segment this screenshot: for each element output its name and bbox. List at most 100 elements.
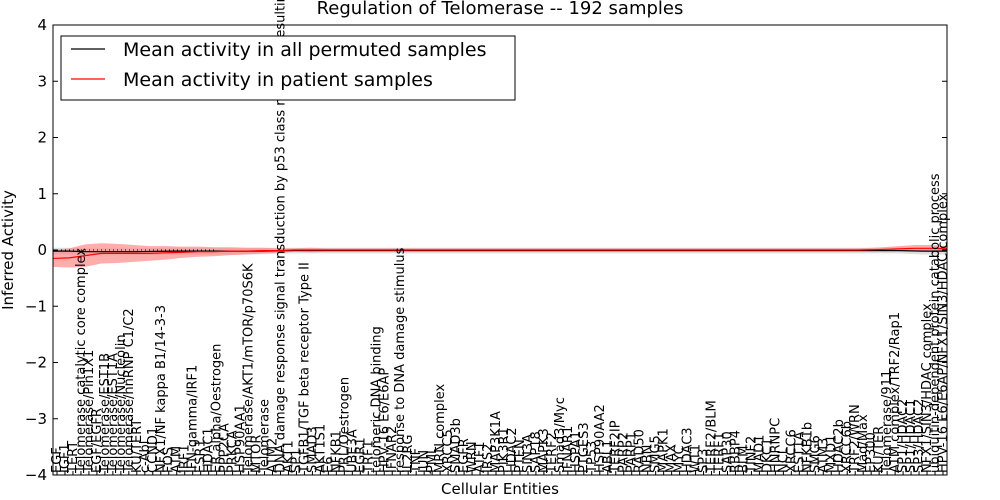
- y-tick-label: −2: [25, 354, 47, 372]
- x-category-label: c-Abl: [138, 441, 153, 473]
- x-category-label: TRF1: [361, 440, 376, 474]
- x-category-label: SP1/HDAC1: [904, 399, 919, 473]
- plot-area: [52, 243, 948, 268]
- x-category-label: SMG6: [808, 435, 823, 473]
- x-category-label: WT1: [689, 444, 704, 473]
- legend-label-patient: Mean activity in patient samples: [123, 69, 433, 91]
- x-category-label: MAPK3: [537, 428, 552, 473]
- x-category-label: XRCC6: [784, 429, 799, 473]
- x-category-label: PPP2CA: [218, 423, 233, 473]
- x-category-label: PRKCA: [226, 430, 241, 473]
- x-category-label: IFN-gamma/IRF1: [186, 365, 201, 473]
- y-axis: −4 −3 −2 −1 0 1 2 3 4: [25, 16, 947, 484]
- x-category-label: Smad3/Myc: [553, 397, 568, 473]
- x-axis-label: Cellular Entities: [441, 480, 559, 498]
- x-category-label: TERF2: [545, 432, 560, 474]
- x-category-label: EGR1: [353, 437, 368, 473]
- y-tick-label: −3: [25, 410, 47, 428]
- x-category-label: FOS: [162, 447, 177, 473]
- x-category-label: CCND1: [146, 427, 161, 473]
- x-category-label: SP3: [697, 449, 712, 473]
- x-category-label: NFKB1b: [800, 422, 815, 473]
- x-category-label: RBBP4: [729, 430, 744, 473]
- x-category-label: TERF2/BLM: [705, 400, 720, 474]
- y-tick-label: 0: [37, 241, 47, 259]
- x-category-label: Telomerase catalytic core complex: [74, 248, 89, 474]
- x-category-label: MAD1: [752, 435, 767, 473]
- x-category-label: HDAC2b: [832, 419, 847, 473]
- x-category-label: EP300: [864, 432, 879, 473]
- x-category-label: EGF: [50, 447, 65, 473]
- x-category-label: JUN: [417, 450, 432, 474]
- x-category-label: IRS2: [481, 444, 496, 473]
- x-category-label: SAP18: [529, 431, 544, 473]
- x-category-label: IRF1: [178, 444, 193, 473]
- x-category-label: TGFB1/TGF beta receptor Type II: [297, 262, 312, 474]
- x-category-label: Telomerase/AKT1/mTOR/p70S6K: [242, 263, 257, 474]
- x-category-label: PARP1: [625, 432, 640, 473]
- x-category-label: XRCC5: [441, 429, 456, 473]
- x-category-label: HPV-16 E6/E6AP: [377, 368, 392, 473]
- x-category-label: MAPK1: [657, 428, 672, 473]
- chart-title: Regulation of Telomerase -- 192 samples: [317, 0, 684, 19]
- x-category-label: ESR1: [194, 439, 209, 473]
- x-category-label: SP3/HDAC2: [912, 399, 927, 473]
- x-category-label: RAD50: [633, 429, 648, 473]
- x-category-label: HSPA1: [569, 431, 584, 473]
- x-category-label: NFX1/NF kappa B1/14-3-3: [154, 305, 169, 473]
- x-category-label: IGF1: [58, 443, 73, 473]
- x-category-label: ABL1: [601, 440, 616, 473]
- x-category-label: Telomerase/911: [880, 370, 895, 474]
- x-category-label: SIN3A: [521, 434, 536, 473]
- x-category-label: TERF1: [713, 432, 728, 474]
- x-category-label: PIK3R1: [497, 427, 512, 473]
- x-category-label: HDAC3: [681, 427, 696, 473]
- x-category-label: Telomerase/EST1B: [98, 353, 113, 474]
- x-category-label: SMG5: [649, 435, 664, 473]
- x-category-label: XRCC6b: [840, 421, 855, 473]
- line-series-1: [52, 247, 948, 260]
- x-category-label: Telomerase/Nucleolin: [114, 334, 129, 474]
- x-category-label: ATM complex/TRF2/Rap1: [888, 312, 903, 473]
- y-tick-label: −1: [25, 297, 47, 315]
- x-category-label: PARP2: [617, 432, 632, 473]
- y-tick-label: 3: [37, 72, 47, 90]
- x-category-label: E6: [321, 457, 336, 474]
- x-category-label: ATM2: [266, 438, 281, 473]
- x-category-label: HSP90AA1: [234, 404, 249, 473]
- y-tick-label: −4: [25, 466, 47, 484]
- x-category-label: AKT1S1: [313, 424, 328, 473]
- x-category-label: SMAD3b: [449, 418, 464, 473]
- x-category-label: NCL: [776, 446, 791, 473]
- x-category-label: telomeric DNA binding: [369, 326, 384, 473]
- x-category-label: ATM: [170, 446, 185, 473]
- x-category-label: HSP90AA2: [593, 404, 608, 473]
- x-category-label: MRN complex: [433, 383, 448, 473]
- x-category-label: Telomerase/Pin1X1: [82, 350, 97, 474]
- x-category-label: IFNAR1: [561, 426, 576, 473]
- x-category-label: SP1/HDAC2: [896, 399, 911, 473]
- x-category-label: HPV-16 E6/E6AP/NFX1/SIN3/HDAC complex: [936, 193, 951, 473]
- x-category-label: HNRNPC: [768, 418, 783, 473]
- x-category-label: PTGES3: [577, 422, 592, 473]
- x-category-label: NFX1/SIN3/HDAC complex: [920, 303, 935, 473]
- x-category-label: IFNAR2: [385, 426, 400, 473]
- x-category-label: MYC: [673, 445, 688, 473]
- x-category-label: TRF2/WRN: [848, 404, 863, 474]
- x-category-label: Telomerase: [258, 399, 273, 474]
- y-tick-label: 4: [37, 16, 47, 34]
- y-tick-label: 2: [37, 129, 47, 147]
- x-category-label: DKC1: [760, 438, 775, 473]
- x-category-label: EST1A: [792, 431, 807, 473]
- x-category-label: Telomerase/EST1A: [106, 353, 121, 474]
- x-category-label: KU/TER: [872, 426, 887, 473]
- x-category-label: SAP30: [721, 431, 736, 473]
- x-category-label: MAP3K1A: [489, 411, 504, 473]
- x-category-label: HDAC2: [505, 427, 520, 473]
- x-category-label: ubiquitin-dependent protein catabolic pr…: [928, 173, 943, 473]
- y-tick-label: 1: [37, 185, 47, 203]
- x-category-label: TERT: [66, 441, 81, 474]
- legend-label-permuted: Mean activity in all permuted samples: [123, 39, 486, 61]
- legend: Mean activity in all permuted samples Me…: [60, 35, 516, 101]
